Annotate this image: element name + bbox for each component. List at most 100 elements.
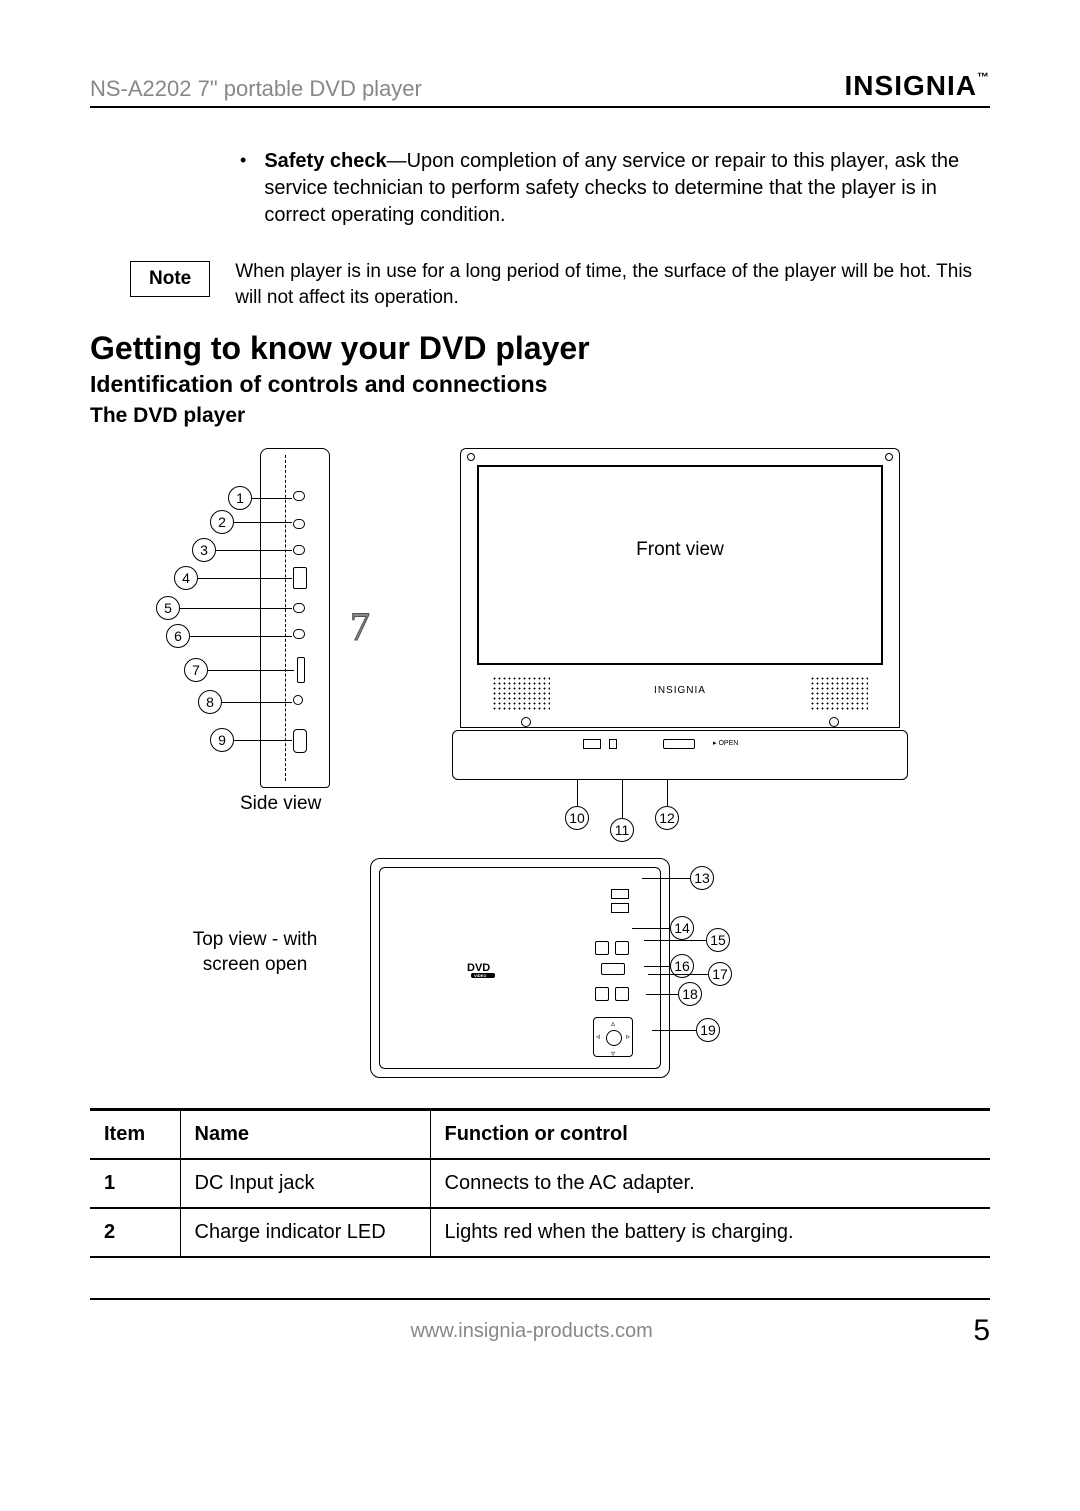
screw-top-left	[467, 453, 475, 461]
callout-17: 17	[708, 962, 732, 986]
port-3	[293, 545, 305, 555]
trademark: ™	[977, 70, 990, 84]
dpad-up-icon: ▵	[611, 1019, 615, 1028]
top-btn-next	[615, 941, 629, 955]
top-icon-2	[611, 903, 629, 913]
front-view-label: Front view	[461, 539, 899, 561]
dpad-center	[606, 1030, 622, 1046]
port-7	[297, 657, 305, 683]
device-brand-label: INSIGNIA	[461, 685, 899, 696]
front-screen-panel: Front view INSIGNIA	[460, 448, 900, 728]
svg-text:VIDEO: VIDEO	[474, 973, 486, 978]
top-btn-prev	[595, 941, 609, 955]
top-btn-a	[595, 987, 609, 1001]
base-switch	[583, 739, 601, 749]
front-view-device: Front view INSIGNIA ▸ OPEN	[460, 448, 900, 788]
sub-subsection-heading: The DVD player	[90, 404, 990, 428]
table-body: 1 DC Input jack Connects to the AC adapt…	[90, 1159, 990, 1257]
bullet-icon: •	[240, 148, 246, 229]
callout-line-5	[180, 608, 292, 609]
port-1	[293, 491, 305, 501]
side-divider	[285, 455, 286, 781]
callout-line-16	[644, 966, 670, 967]
callout-line-18	[646, 994, 678, 995]
dvd-logo: DVDVIDEO	[467, 959, 507, 982]
footer-url: www.insignia-products.com	[90, 1320, 973, 1343]
bullet-text-wrap: Safety check—Upon completion of any serv…	[264, 148, 990, 229]
top-btn-stop	[601, 963, 625, 975]
header-title: NS-A2202 7" portable DVD player	[90, 76, 422, 102]
callout-line-11	[622, 780, 623, 818]
dpad: ▵ ▿ ◃ ▹	[593, 1017, 633, 1057]
port-9	[293, 729, 307, 753]
base-ir	[609, 739, 617, 749]
page-footer: www.insignia-products.com 5	[90, 1298, 990, 1348]
diagram-area: 1 2 3 4 5 6 7 8 9 Side view Front view I…	[150, 448, 930, 1078]
callout-line-8	[222, 702, 292, 703]
top-view-device: DVDVIDEO ▵ ▿ ◃ ▹	[370, 858, 670, 1078]
brand-logo: INSIGNIA™	[845, 70, 990, 102]
cell-name: Charge indicator LED	[180, 1208, 430, 1257]
callout-14: 14	[670, 916, 694, 940]
callout-line-15	[644, 940, 706, 941]
callout-line-17	[648, 974, 708, 975]
callout-15: 15	[706, 928, 730, 952]
callout-9: 9	[210, 728, 234, 752]
cell-function: Connects to the AC adapter.	[430, 1159, 990, 1208]
callout-line-4	[198, 578, 292, 579]
callout-12: 12	[655, 806, 679, 830]
port-8	[293, 695, 303, 705]
controls-table: Item Name Function or control 1 DC Input…	[90, 1108, 990, 1258]
dpad-left-icon: ◃	[596, 1032, 600, 1041]
note-text: When player is in use for a long period …	[235, 259, 990, 310]
callout-2: 2	[210, 510, 234, 534]
led-right	[829, 717, 839, 727]
safety-check-bullet: • Safety check—Upon completion of any se…	[240, 148, 990, 229]
th-item: Item	[90, 1110, 180, 1160]
bullet-lead: Safety check	[264, 150, 386, 172]
callout-line-13	[642, 878, 690, 879]
th-name: Name	[180, 1110, 430, 1160]
dpad-right-icon: ▹	[626, 1032, 630, 1041]
callout-line-19	[652, 1030, 696, 1031]
note-row: Note When player is in use for a long pe…	[130, 259, 990, 310]
base-display	[663, 739, 695, 749]
port-6	[293, 629, 305, 639]
cell-function: Lights red when the battery is charging.	[430, 1208, 990, 1257]
top-view-label: Top view - with screen open	[170, 928, 340, 977]
lcd-screen	[477, 465, 883, 665]
callout-4: 4	[174, 566, 198, 590]
table-row: 2 Charge indicator LED Lights red when t…	[90, 1208, 990, 1257]
callout-5: 5	[156, 596, 180, 620]
callout-line-12	[667, 780, 668, 806]
side-view-label: Side view	[240, 793, 321, 815]
callout-11: 11	[610, 818, 634, 842]
callout-line-10	[577, 780, 578, 806]
callout-line-2	[234, 522, 292, 523]
open-label: ▸ OPEN	[713, 739, 738, 747]
callout-18: 18	[678, 982, 702, 1006]
callout-line-9	[234, 740, 292, 741]
callout-19: 19	[696, 1018, 720, 1042]
cell-item: 2	[90, 1208, 180, 1257]
callout-line-3	[216, 550, 292, 551]
page-header: NS-A2202 7" portable DVD player INSIGNIA…	[90, 70, 990, 108]
page-number: 5	[973, 1314, 990, 1348]
callout-8: 8	[198, 690, 222, 714]
dpad-down-icon: ▿	[611, 1049, 615, 1058]
brand-text: INSIGNIA	[845, 70, 977, 101]
front-base: ▸ OPEN	[452, 730, 908, 780]
th-function: Function or control	[430, 1110, 990, 1160]
callout-13: 13	[690, 866, 714, 890]
screw-top-right	[885, 453, 893, 461]
cell-name: DC Input jack	[180, 1159, 430, 1208]
callout-10: 10	[565, 806, 589, 830]
callout-6: 6	[166, 624, 190, 648]
callout-3: 3	[192, 538, 216, 562]
callout-line-7	[208, 670, 294, 671]
callout-1: 1	[228, 486, 252, 510]
screen-size-glyph: 7	[350, 603, 370, 650]
port-4	[293, 567, 307, 589]
table-row: 1 DC Input jack Connects to the AC adapt…	[90, 1159, 990, 1208]
note-label-box: Note	[130, 261, 210, 297]
